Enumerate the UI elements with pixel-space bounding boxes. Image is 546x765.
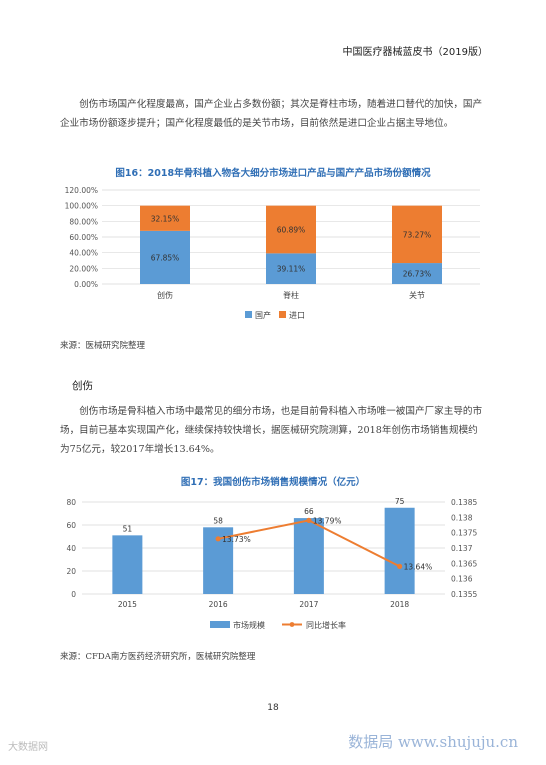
y2-tick-label: 0.1375: [451, 529, 477, 538]
y2-tick-label: 0.1365: [451, 559, 477, 568]
bar-segment: [266, 205, 316, 254]
y-tick-label: 0.00%: [74, 280, 98, 289]
line-data-label: 13.79%: [313, 516, 342, 525]
legend-swatch: [279, 311, 286, 318]
bar-segment: [140, 230, 190, 284]
y-tick-label: 120.00%: [65, 186, 98, 195]
figure16-stacked-bar-chart: 0.00% 20.00% 40.00% 60.00% 80.00% 100.00% 120.…: [65, 186, 480, 320]
section-title-trauma: 创伤: [72, 380, 93, 392]
legend-label: 国产: [255, 310, 271, 320]
line-point: [397, 563, 403, 569]
legend-marker: [289, 622, 295, 627]
page-number: 18: [267, 703, 279, 713]
y2-tick-label: 0.138: [451, 513, 473, 522]
bar-data-label: 51: [123, 524, 133, 533]
running-header: 中国医疗器械蓝皮书（2019版）: [342, 47, 488, 58]
x-tick-label: 2017: [299, 600, 318, 609]
bar: [112, 535, 143, 594]
legend-label: 进口: [289, 311, 305, 320]
y-tick-label: 40.00%: [69, 249, 98, 258]
x-tick-label: 2016: [209, 600, 228, 609]
line-point: [306, 517, 312, 523]
y-tick-label: 80.00%: [69, 217, 98, 226]
y-tick-label: 40: [66, 544, 76, 553]
y-tick-label: 60: [66, 521, 76, 530]
bar: [293, 518, 324, 594]
y2-tick-label: 0.1355: [451, 590, 477, 599]
figure16-source: 来源：医械研究院整理: [60, 341, 146, 351]
x-tick-label: 创伤: [157, 290, 173, 300]
data-label: 26.73%: [403, 270, 432, 279]
figure16-title: 图16：2018年骨科植入物各大细分市场进口产品与国产产品市场份额情况: [115, 168, 431, 179]
line-data-label: 13.73%: [222, 535, 251, 544]
trauma-paragraph: 创伤市场是骨科植入市场中最常见的细分市场，也是目前骨科植入市场唯一被国产厂家主导…: [60, 406, 483, 455]
x-tick-label: 脊柱: [283, 290, 299, 300]
figure17-title: 图17：我国创伤市场销售规模情况（亿元）: [180, 477, 366, 488]
legend-label: 同比增长率: [306, 620, 346, 630]
legend-label: 市场规模: [233, 620, 265, 630]
bar-data-label: 75: [395, 497, 405, 506]
legend-swatch: [210, 621, 230, 628]
x-tick-label: 2015: [118, 600, 137, 609]
bar-segment: [266, 253, 316, 284]
x-tick-label: 2018: [390, 600, 409, 609]
watermark-right: 数据局 www.shujuju.cn: [348, 733, 518, 751]
bar-segment: [140, 205, 190, 231]
bar-segment: [392, 205, 442, 264]
line-point: [215, 536, 221, 542]
bar-segment: [392, 263, 442, 284]
figure17-combo-chart: 0 20 40 60 80 0.1355 0.136 0.1365 0.137 0.1375 0.1…: [66, 497, 477, 630]
data-label: 39.11%: [277, 265, 306, 274]
data-label: 67.85%: [151, 253, 180, 262]
y-tick-label: 80: [66, 498, 76, 507]
bar-data-label: 58: [213, 516, 223, 525]
y2-tick-label: 0.136: [451, 575, 473, 584]
y-tick-label: 100.00%: [65, 202, 98, 211]
line-data-label: 13.64%: [404, 562, 433, 571]
data-label: 73.27%: [403, 230, 432, 239]
y2-tick-label: 0.1385: [451, 498, 477, 507]
y-tick-label: 60.00%: [69, 233, 98, 242]
intro-paragraph: 创伤市场国产化程度最高，国产企业占多数份额；其次是脊柱市场，随着进口替代的加快，…: [60, 99, 483, 129]
legend-swatch: [245, 311, 252, 318]
bar-data-label: 66: [304, 507, 314, 516]
data-label: 32.15%: [151, 214, 180, 223]
y2-tick-label: 0.137: [451, 544, 473, 553]
y-tick-label: 20: [66, 567, 76, 576]
bar: [384, 507, 415, 594]
figure17-source: 来源：CFDA南方医药经济研究所，医械研究院整理: [60, 652, 256, 662]
x-tick-label: 关节: [409, 290, 425, 300]
y-tick-label: 20.00%: [69, 264, 98, 273]
watermark-left: 大数据网: [8, 742, 48, 753]
y-tick-label: 0: [71, 590, 76, 599]
data-label: 60.89%: [277, 226, 306, 235]
